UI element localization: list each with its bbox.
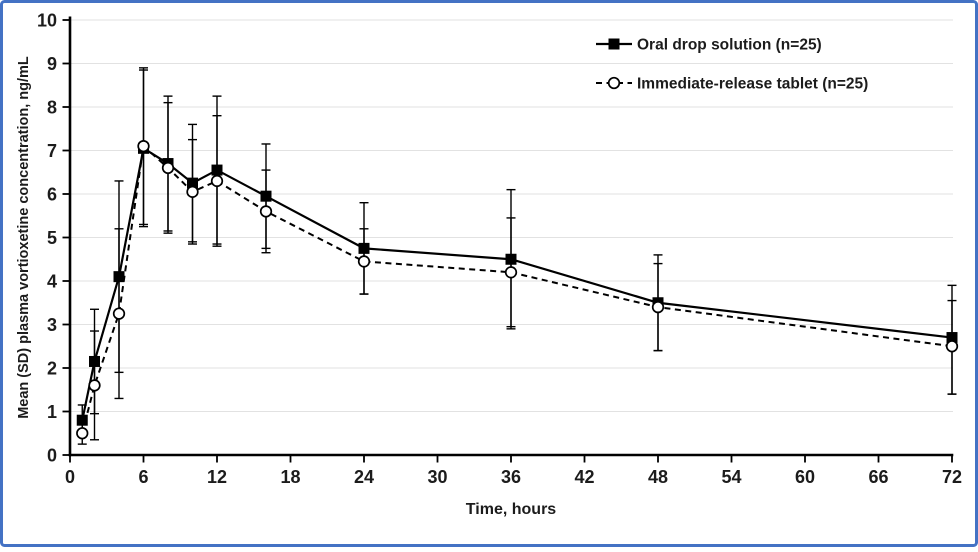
legend-circle-marker-icon [607,76,621,90]
y-tick-label-9: 9 [47,54,57,74]
data-point-circle [210,174,224,188]
data-point-circle [76,427,89,440]
y-tick-label-2: 2 [47,358,57,378]
data-point-circle [651,300,665,314]
y-tick-label-0: 0 [47,445,57,465]
y-tick-label-3: 3 [47,315,57,335]
data-point-square [260,190,272,202]
x-tick-label-60: 60 [795,467,815,487]
data-point-square [211,164,223,176]
x-tick-label-12: 12 [207,467,227,487]
x-tick-label-42: 42 [574,467,594,487]
data-point-square [76,414,88,426]
y-tick-label-8: 8 [47,97,57,117]
series-line-1 [81,144,953,434]
legend: Oral drop solution (n=25) Immediate-relea… [596,37,868,93]
x-tick-label-54: 54 [721,467,741,487]
data-point-circle [186,185,199,198]
y-axis-title: Mean (SD) plasma vortioxetine concentrat… [16,56,32,419]
data-point-circle [161,161,175,175]
data-point-square [89,355,100,367]
data-point-circle [259,205,273,218]
x-tick-label-6: 6 [138,467,148,487]
data-point-square [187,177,198,189]
x-tick-labels: 0 6 12 18 24 30 36 42 48 54 60 66 72 [65,467,962,487]
x-tick-label-72: 72 [942,467,962,487]
data-point-circle [112,307,126,320]
x-tick-label-66: 66 [868,467,888,487]
data-point-square [505,253,517,265]
axes [62,16,954,463]
y-tick-label-10: 10 [37,10,57,30]
data-point-square [358,242,370,254]
data-point-circle [357,255,371,268]
x-tick-label-24: 24 [354,467,374,487]
data-point-circle [88,379,101,392]
x-tick-label-36: 36 [501,467,521,487]
legend-item-0: Oral drop solution (n=25) [596,37,822,54]
data-point-circle [945,340,959,353]
series-line-0 [81,146,953,421]
x-tick-label-18: 18 [280,467,300,487]
gridlines [70,19,953,413]
y-tick-label-7: 7 [47,141,57,161]
x-axis-title: Time, hours [466,501,556,518]
legend-square-marker-icon [608,38,620,50]
x-tick-label-30: 30 [427,467,447,487]
legend-label-0: Oral drop solution (n=25) [637,37,822,54]
y-tick-label-1: 1 [47,402,57,422]
legend-label-1: Immediate-release tablet (n=25) [637,76,868,93]
y-tick-label-5: 5 [47,228,57,248]
series-markers-1 [76,139,959,440]
y-tick-labels: 0 1 2 3 4 5 6 7 8 9 10 [37,10,57,465]
y-tick-label-6: 6 [47,184,57,204]
x-tick-label-0: 0 [65,467,75,487]
y-tick-label-4: 4 [47,271,57,291]
legend-item-1: Immediate-release tablet (n=25) [596,76,868,93]
data-point-square [946,332,958,344]
data-point-circle [137,139,150,153]
data-point-circle [504,266,518,279]
data-point-square [113,271,125,283]
x-tick-label-48: 48 [648,467,668,487]
